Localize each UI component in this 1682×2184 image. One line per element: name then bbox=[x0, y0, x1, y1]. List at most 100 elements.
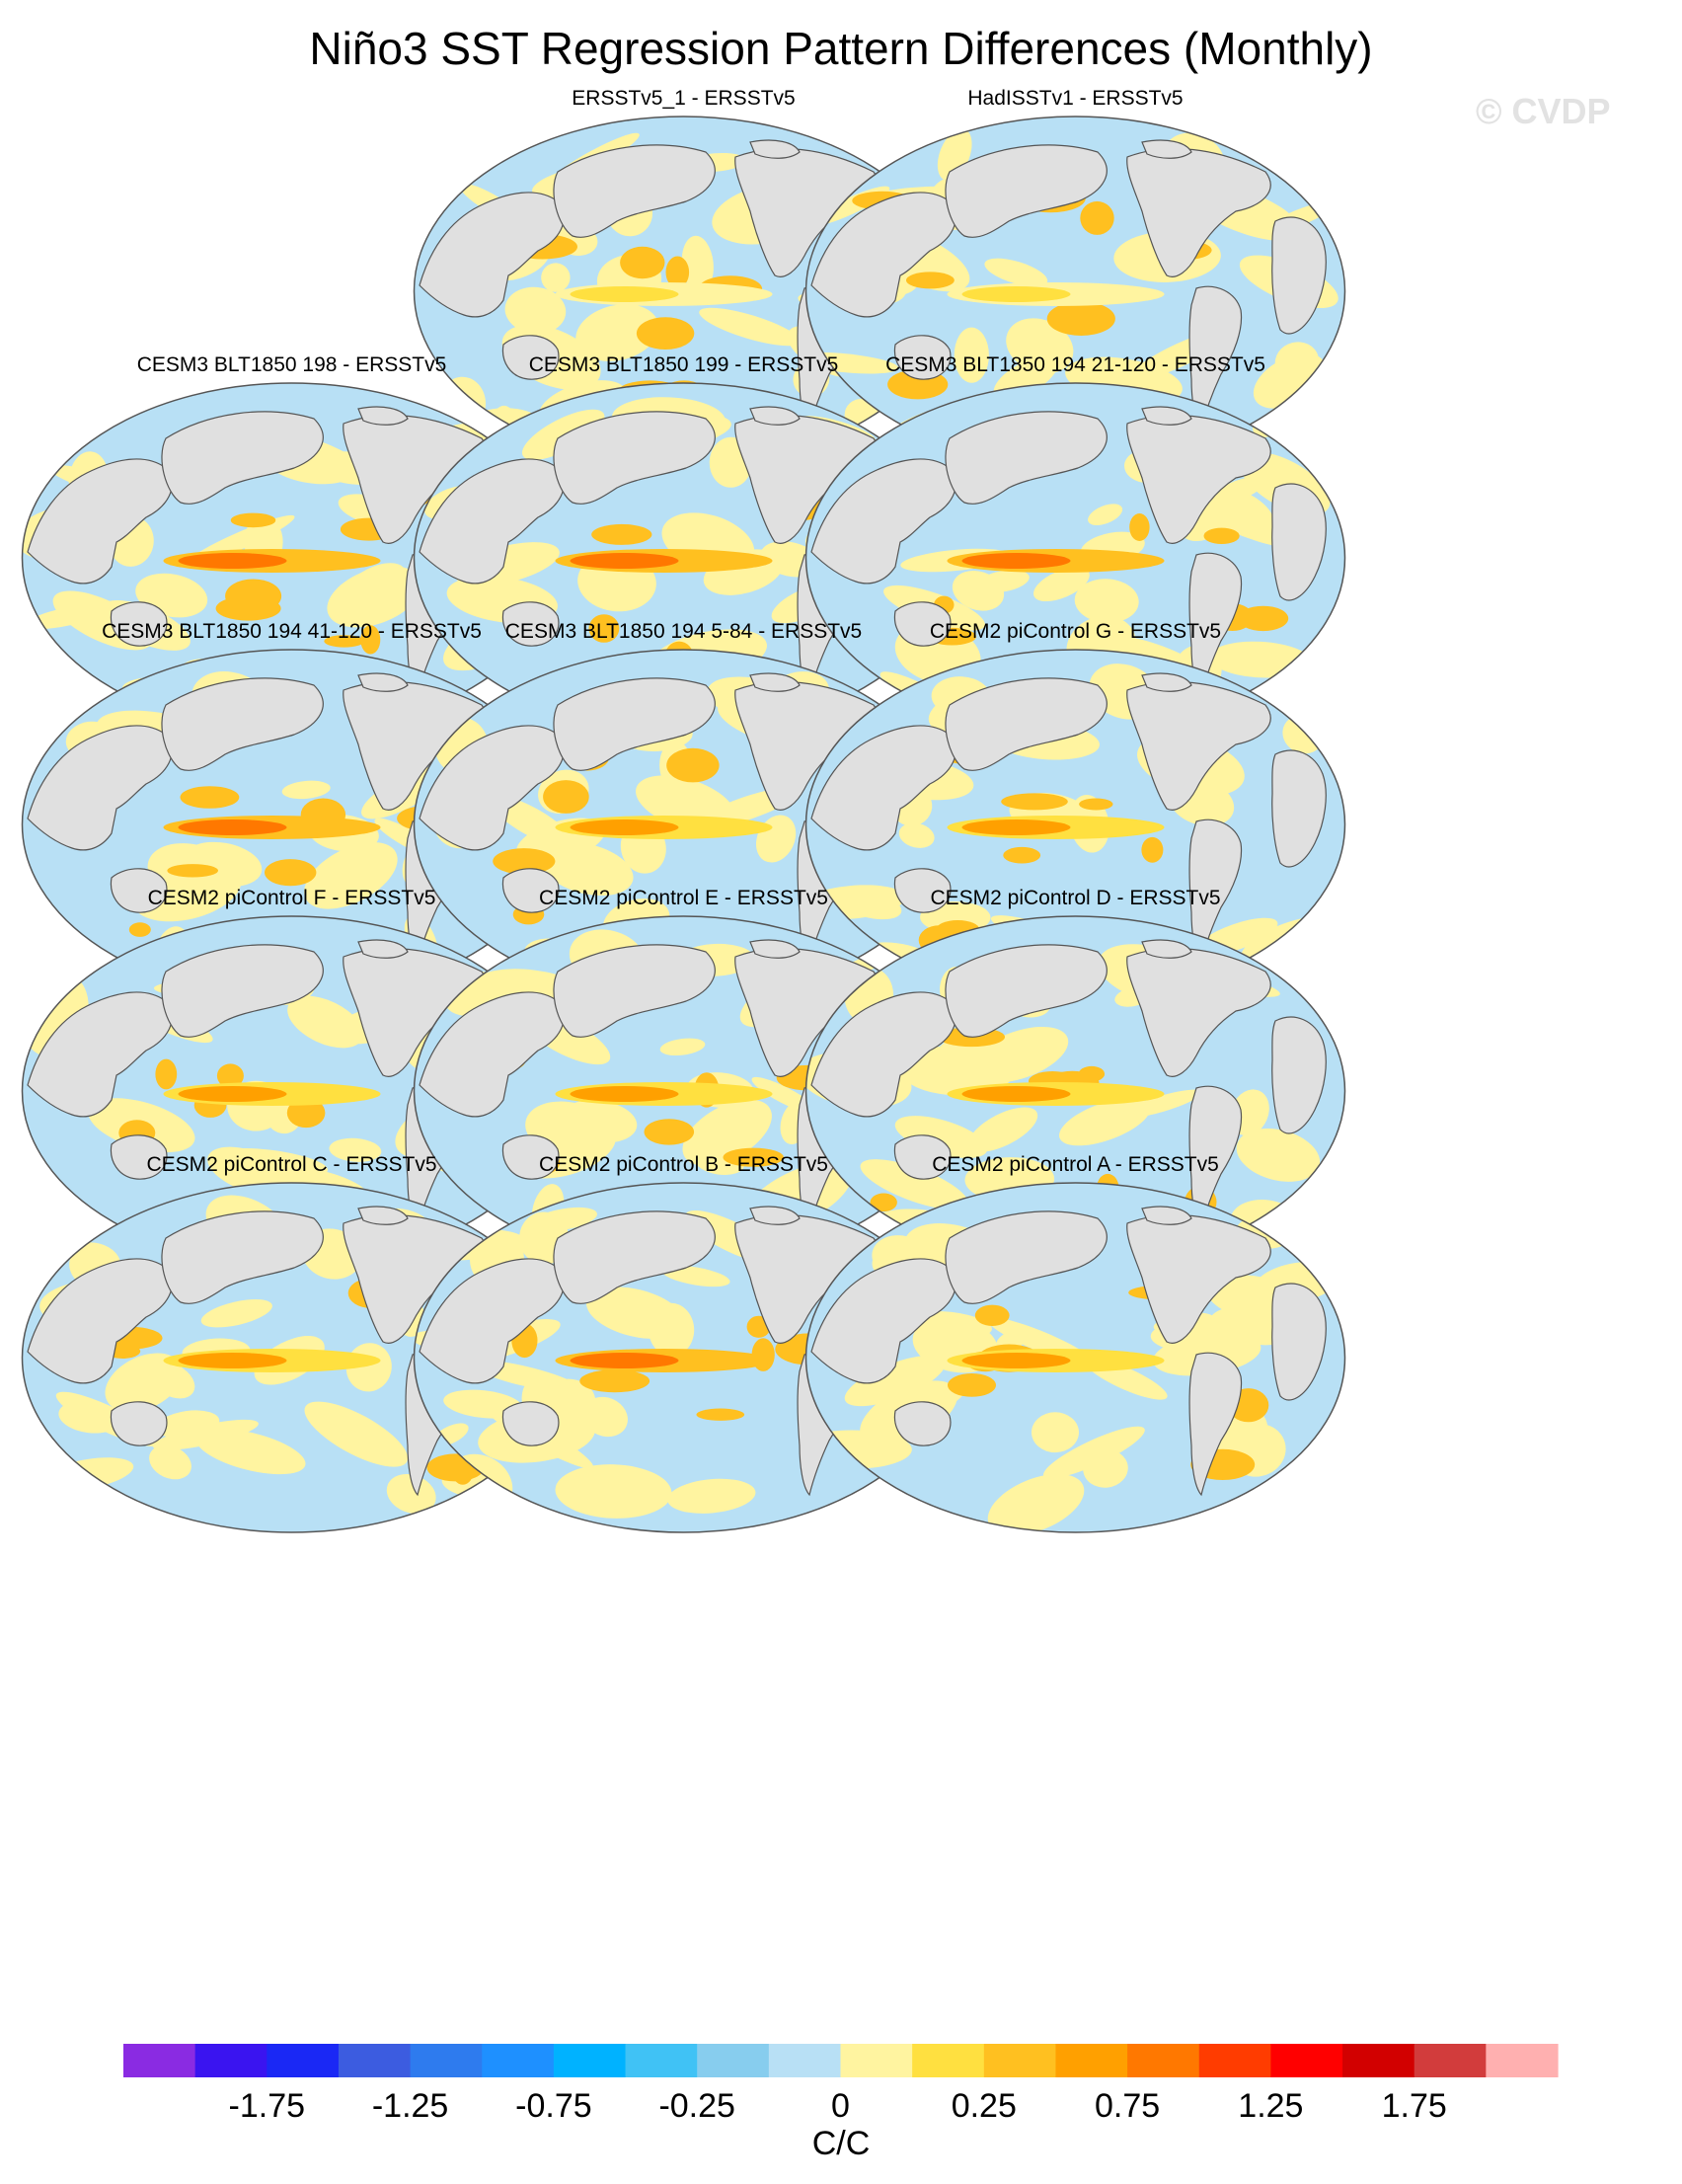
strong-positive-anomaly bbox=[644, 1119, 695, 1145]
positive-anomaly bbox=[968, 1107, 1038, 1152]
land-mass bbox=[893, 601, 952, 647]
land-mass bbox=[1141, 139, 1192, 159]
positive-anomaly bbox=[200, 1298, 272, 1328]
land-mass bbox=[357, 1206, 409, 1225]
land-mass bbox=[1126, 947, 1271, 1077]
panel-title: ERSSTv5_1 - ERSSTv5 bbox=[572, 87, 796, 110]
panel-title: CESM2 piControl D - ERSSTv5 bbox=[930, 887, 1221, 909]
land-mass bbox=[893, 1401, 952, 1446]
land-mass bbox=[419, 458, 565, 585]
land-mass bbox=[419, 725, 565, 851]
colorbar-swatch bbox=[912, 2044, 985, 2077]
colorbar-swatch bbox=[840, 2044, 913, 2077]
land-mass bbox=[419, 991, 565, 1118]
positive-anomaly bbox=[386, 1473, 436, 1515]
colorbar-swatch bbox=[123, 2044, 196, 2077]
positive-anomaly bbox=[58, 1400, 121, 1434]
panel-title: CESM3 BLT1850 199 - ERSSTv5 bbox=[528, 353, 839, 376]
strong-positive-anomaly bbox=[1046, 301, 1115, 336]
panel-title: CESM2 piControl G - ERSSTv5 bbox=[929, 620, 1222, 643]
colorbar-tick-label: -1.75 bbox=[229, 2087, 306, 2125]
positive-anomaly bbox=[1006, 318, 1074, 374]
land-mass bbox=[749, 139, 801, 159]
land-mass bbox=[810, 1258, 956, 1384]
strong-positive-anomaly bbox=[1080, 200, 1114, 235]
positive-anomaly bbox=[954, 327, 989, 383]
colorbar-swatch bbox=[1486, 2044, 1559, 2077]
land-mass bbox=[357, 939, 409, 959]
land-mass bbox=[343, 947, 488, 1077]
positive-anomaly bbox=[195, 1429, 306, 1475]
colorbar-swatch bbox=[697, 2044, 770, 2077]
positive-anomaly bbox=[661, 1265, 730, 1287]
colorbar-swatch bbox=[1342, 2044, 1415, 2077]
positive-anomaly bbox=[149, 1444, 191, 1480]
positive-anomaly bbox=[894, 1116, 988, 1159]
positive-anomaly bbox=[860, 1159, 968, 1210]
land-mass bbox=[1188, 552, 1243, 697]
panel-title: CESM2 piControl A - ERSSTv5 bbox=[932, 1153, 1219, 1176]
strong-positive-anomaly bbox=[360, 625, 381, 655]
land-mass bbox=[945, 144, 1108, 238]
positive-anomaly bbox=[977, 570, 1030, 593]
strong-positive-anomaly bbox=[974, 1304, 1010, 1326]
land-mass bbox=[1271, 216, 1327, 335]
colorbar-swatch bbox=[1270, 2044, 1343, 2077]
land-mass bbox=[501, 1401, 560, 1446]
land-mass bbox=[734, 414, 879, 544]
strong-positive-anomaly bbox=[493, 848, 556, 875]
land-mass bbox=[1126, 414, 1271, 544]
equatorial-band-core bbox=[570, 553, 679, 569]
equatorial-band-core bbox=[961, 286, 1071, 302]
colorbar-swatch bbox=[768, 2044, 842, 2077]
land-mass bbox=[357, 672, 409, 692]
land-mass bbox=[945, 1210, 1108, 1304]
positive-anomaly bbox=[156, 1410, 220, 1439]
panel-title: CESM2 piControl E - ERSSTv5 bbox=[539, 887, 828, 909]
land-mass bbox=[27, 458, 173, 585]
panel-title: CESM3 BLT1850 198 - ERSSTv5 bbox=[136, 353, 447, 376]
map-panel: HadISSTv1 - ERSSTv5 bbox=[802, 87, 1349, 472]
equatorial-band-core bbox=[961, 1353, 1071, 1368]
land-mass bbox=[501, 335, 560, 380]
land-mass bbox=[945, 677, 1108, 771]
map-svg bbox=[804, 649, 1346, 1000]
land-mass bbox=[734, 147, 879, 277]
colorbar-tick-label: 1.25 bbox=[1238, 2087, 1303, 2125]
land-mass bbox=[553, 1210, 716, 1304]
strong-positive-anomaly bbox=[167, 864, 218, 878]
positive-anomaly bbox=[681, 235, 714, 293]
positive-anomaly bbox=[667, 1478, 756, 1514]
positive-anomaly bbox=[575, 304, 659, 361]
positive-anomaly bbox=[1074, 579, 1139, 623]
land-mass bbox=[161, 944, 324, 1038]
map-panel: CESM2 piControl B - ERSSTv5 bbox=[410, 1153, 957, 1538]
positive-anomaly bbox=[1032, 1412, 1079, 1453]
land-mass bbox=[893, 335, 952, 380]
strong-positive-anomaly bbox=[591, 523, 652, 545]
colorbar-swatch bbox=[1127, 2044, 1200, 2077]
positive-anomaly bbox=[987, 1473, 1085, 1532]
positive-anomaly bbox=[1119, 1089, 1202, 1119]
strong-positive-anomaly bbox=[128, 922, 151, 937]
land-mass bbox=[1188, 819, 1243, 964]
land-mass bbox=[110, 1401, 168, 1446]
land-mass bbox=[734, 947, 879, 1077]
panel-title: CESM2 piControl C - ERSSTv5 bbox=[146, 1153, 437, 1176]
positive-anomaly bbox=[1236, 1128, 1321, 1182]
strong-positive-anomaly bbox=[723, 1147, 784, 1167]
land-mass bbox=[893, 868, 952, 913]
land-mass bbox=[1141, 939, 1192, 959]
equatorial-band-core bbox=[178, 553, 287, 569]
positive-anomaly bbox=[504, 286, 567, 335]
positive-anomaly bbox=[541, 263, 571, 292]
land-mass bbox=[161, 411, 324, 505]
strong-positive-anomaly bbox=[230, 512, 276, 528]
land-mass bbox=[1271, 1283, 1327, 1401]
land-mass bbox=[1188, 285, 1243, 430]
colorbar-tick-label: 0 bbox=[831, 2087, 850, 2125]
strong-positive-anomaly bbox=[948, 1373, 996, 1397]
colorbar-swatch bbox=[194, 2044, 268, 2077]
panel-title: CESM2 piControl B - ERSSTv5 bbox=[539, 1153, 828, 1176]
